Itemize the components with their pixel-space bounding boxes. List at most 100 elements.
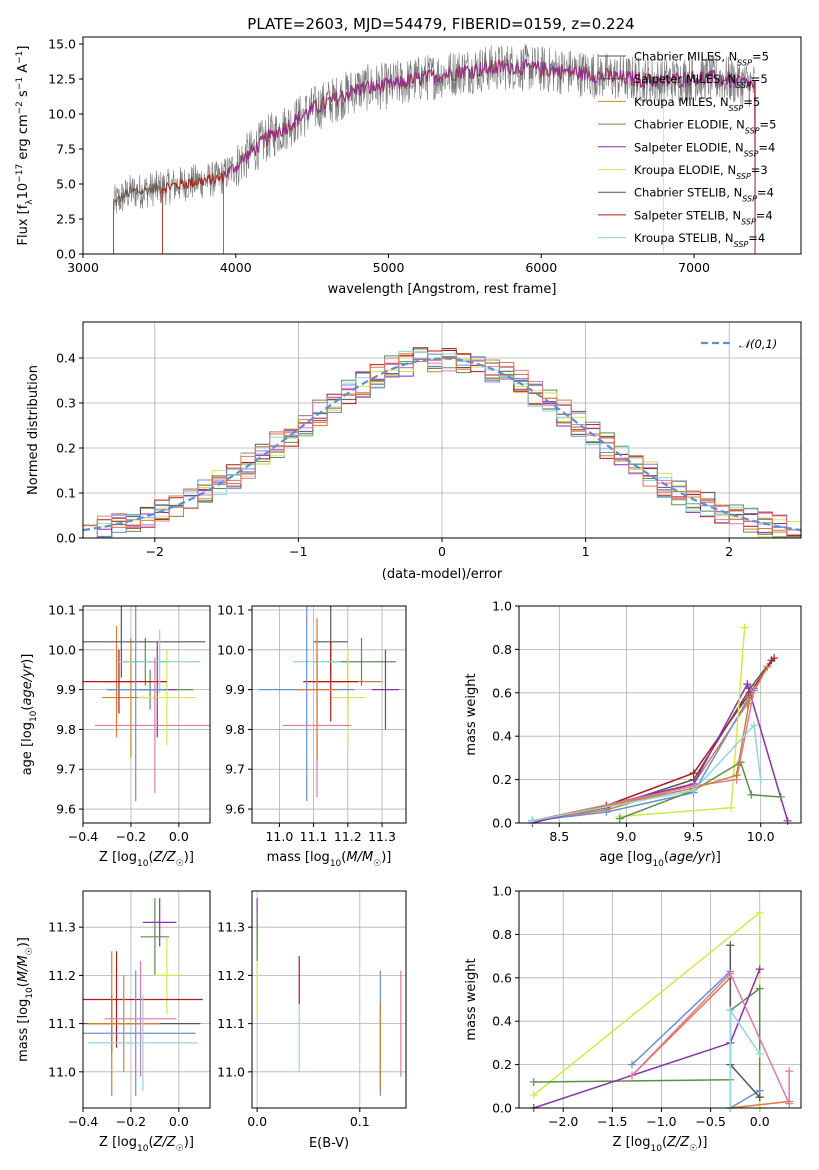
massweight-vs-Z-point-marker [755,1093,764,1102]
massweight-vs-Z-xtick-label: −1.0 [646,1114,676,1129]
spectrum-ytick-label: 12.5 [48,72,76,87]
legend-label: Chabrier STELIB, NSSP=4 [634,186,774,204]
spectrum-observed-line [113,44,756,254]
massweight-vs-Z-series-line [533,968,761,1108]
residuals-ytick-label: 0.1 [56,486,76,501]
mass-vs-ebv-xtick-label: 0.0 [247,1114,267,1129]
massweight-vs-age-point-marker [750,686,758,695]
massweight-vs-Z-point-marker [726,969,735,978]
age-vs-mass-xlabel: mass [log10(M/M☉)] [267,850,392,869]
residuals-xtick-label: 2 [725,544,733,559]
massweight-vs-age-point-marker [743,680,752,689]
massweight-vs-age-ytick-label: 0.0 [492,816,512,831]
age-vs-Z-ytick-label: 9.8 [56,722,76,737]
spectrum-ytick-label: 5.0 [56,177,76,192]
massweight-vs-Z-ytick-label: 1.0 [492,884,512,899]
massweight-vs-Z-ytick-label: 0.8 [492,927,512,942]
massweight-vs-Z-point-marker [785,1099,794,1108]
legend-label: Salpeter STELIB, NSSP=4 [634,208,773,226]
spectrum-xlabel: wavelength [Angstrom, rest frame] [328,282,557,297]
mass-vs-ebv-ytick-label: 11.2 [217,968,245,983]
spectrum-axes: 3000 4000 5000 6000 7000 0.0 2.5 5.0 7.5 10.0 12.5… [48,37,710,276]
massweight-vs-Z-xlabel: Z [log10(Z/Z☉)] [613,1135,708,1154]
spectrum-model-line [223,58,664,254]
age-vs-mass-ytick-label: 9.6 [225,802,245,817]
spectrum-ytick-label: 2.5 [56,212,76,227]
residuals-ytick-label: 0.4 [56,351,76,366]
age-vs-mass-xtick-label: 11.1 [300,829,328,844]
massweight-vs-age-ytick-label: 0.2 [492,772,512,787]
mass-vs-ebv-ytick-label: 11.3 [217,920,245,935]
age-vs-Z-ytick-label: 9.7 [56,762,76,777]
spectrum-xtick-label: 3000 [67,260,99,275]
residuals-ytick-label: 0.2 [56,441,76,456]
massweight-vs-Z-frame [518,890,802,1109]
age-vs-Z-frame [82,605,211,824]
age-vs-mass-frame [251,605,407,824]
legend-label: Kroupa STELIB, NSSP=4 [634,231,765,249]
figure-title: PLATE=2603, MJD=54479, FIBERID=0159, z=0… [247,15,634,33]
spectrum-xtick-label: 5000 [373,260,405,275]
massweight-vs-age-point-marker [756,775,765,784]
massweight-vs-age-series-line [532,723,762,822]
massweight-vs-Z-point-marker [627,1060,636,1069]
massweight-vs-Z-series-line [533,911,761,1108]
spectrum-frame [82,36,802,255]
mass-vs-Z-xtick-label: −0.4 [68,1114,98,1129]
mass-vs-ebv-frame [251,890,407,1109]
legend-label: Salpeter MILES, NSSP=5 [634,72,768,90]
residuals-ylabel: Normed distribution [26,365,41,495]
massweight-vs-age-point-marker [783,816,792,825]
legend-label: Salpeter ELODIE, NSSP=4 [634,140,775,158]
normal-reference-curve [82,357,802,532]
age-vs-mass-ytick-label: 10.1 [217,602,245,617]
massweight-vs-Z-point-marker [529,1090,538,1099]
age-vs-mass-ytick-label: 9.7 [225,762,245,777]
massweight-vs-Z-point-marker [785,1067,794,1076]
massweight-vs-Z-ytick-label: 0.4 [492,1014,512,1029]
massweight-vs-age-xtick-label: 10.0 [747,829,775,844]
massweight-vs-age-xlabel: age [log10(age/yr)] [599,850,721,869]
massweight-vs-age-ylabel: mass weight [464,673,479,755]
massweight-vs-age-xtick-label: 8.5 [549,829,569,844]
massweight-vs-Z-series-line [631,969,761,1108]
mass-vs-Z-ytick-label: 11.2 [48,968,76,983]
spectrum-ylabel: Flux [fλ10−17 erg cm−2 s−1 A−1] [15,46,35,246]
massweight-vs-age-point-marker [732,771,741,780]
age-vs-Z-xtick-label: −0.4 [68,829,98,844]
massweight-vs-Z-ytick-label: 0.0 [492,1101,512,1116]
massweight-vs-Z-point-marker [726,941,735,950]
age-vs-Z-ytick-label: 9.6 [56,802,76,817]
massweight-vs-age-xtick-label: 9.0 [616,829,636,844]
massweight-vs-age-frame [518,605,802,824]
age-vs-mass-xtick-label: 11.3 [368,829,396,844]
legend-label: Chabrier ELODIE, NSSP=5 [634,118,776,136]
age-vs-Z-axes: −0.4 −0.2 0.0 9.6 9.7 9.8 9.9 10.0 10.1 [48,602,210,844]
massweight-vs-age-point-marker [763,662,772,671]
mass-vs-Z-xtick-label: 0.0 [169,1114,189,1129]
massweight-vs-age-ytick-label: 0.4 [492,729,512,744]
massweight-vs-age-point-marker [689,769,698,778]
massweight-vs-age-ytick-label: 0.6 [492,685,512,700]
massweight-vs-age-point-marker [745,693,754,702]
massweight-vs-Z-point-marker [529,1077,538,1086]
spectrum-ytick-label: 10.0 [48,107,76,122]
massweight-vs-age-series-line [532,696,751,822]
massweight-vs-Z-point-marker [755,908,764,917]
mass-vs-ebv-ytick-label: 11.1 [217,1016,245,1031]
legend-label: Chabrier MILES, NSSP=5 [634,50,769,68]
age-vs-Z-xtick-label: −0.2 [116,829,146,844]
residuals-ytick-label: 0.3 [56,396,76,411]
spectrum-ytick-label: 15.0 [48,37,76,52]
massweight-vs-age-xtick-label: 9.5 [684,829,704,844]
massweight-vs-age-point-marker [689,786,698,795]
residuals-xlabel: (data-model)/error [382,567,503,582]
massweight-vs-age-point-marker [602,808,611,817]
residuals-axes: −2 −1 0 1 2 0.0 0.1 0.2 0.3 0.4 [56,322,801,559]
residuals-xtick-label: 0 [438,544,446,559]
mass-vs-ebv-xlabel: E(B-V) [309,1136,349,1151]
massweight-vs-Z-series-line [533,987,761,1098]
spectrum-model-line [223,58,756,254]
mass-vs-Z-frame [82,890,211,1109]
